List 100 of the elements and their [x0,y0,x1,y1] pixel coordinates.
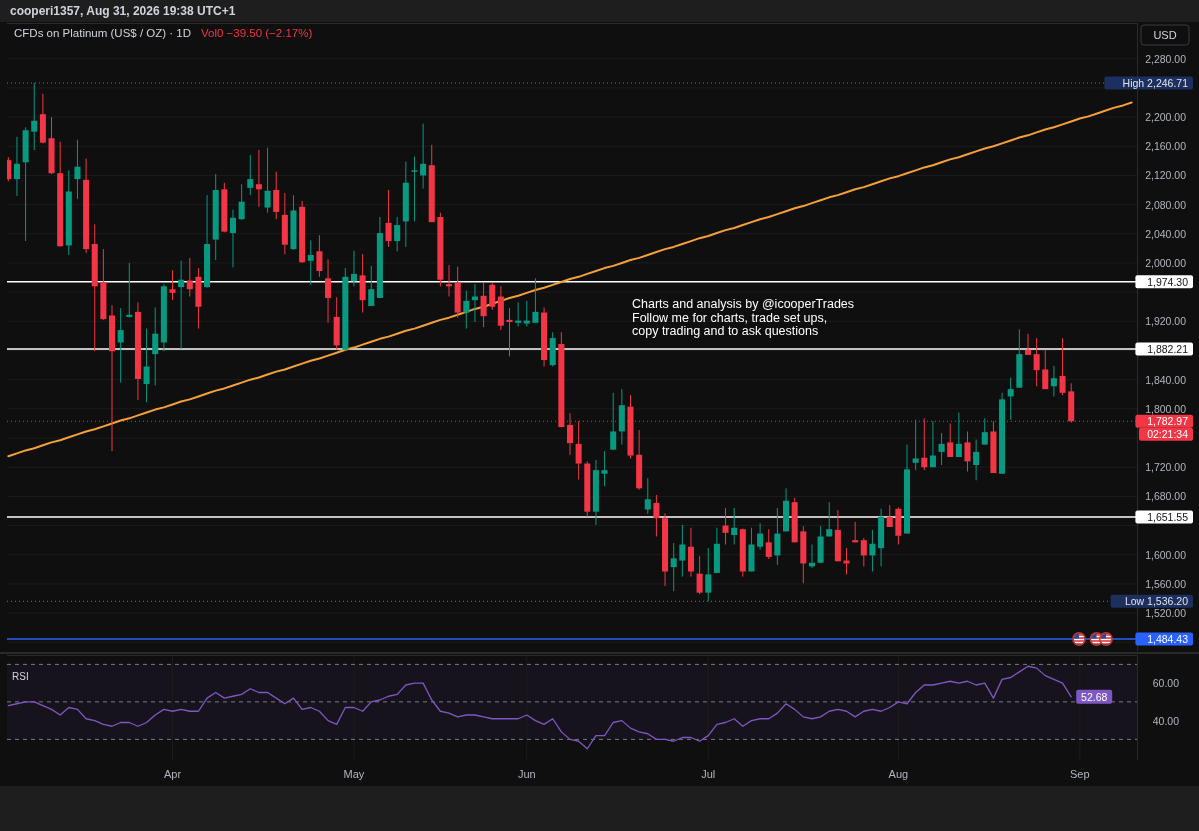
candlestick [1059,337,1066,396]
x-tick-label: Apr [163,768,182,780]
candlestick [126,262,133,319]
y-tick-label: 1,800.00 [1145,402,1187,415]
y-axis-title: USD [1153,29,1177,41]
candlestick [264,147,271,214]
candlestick [1042,349,1049,390]
candlestick [247,154,254,196]
candlestick [1024,333,1032,356]
candlestick [229,209,237,268]
candlestick [1033,337,1040,387]
candlestick [489,282,496,311]
candlestick [325,258,332,324]
candlestick [610,392,617,451]
candlestick [350,250,357,287]
candlestick [506,307,513,357]
y-tick-label: 1,680.00 [1145,490,1187,503]
text: RSI [12,670,29,682]
ref-line-label: 1,974.30 [1147,275,1189,288]
candlestick [679,524,686,578]
ref-line-label: 1,782.97 [1147,415,1189,428]
candlestick [644,477,651,515]
candlestick [31,82,38,151]
candlestick [515,301,522,327]
ref-line-label: Low 1,536.20 [1124,595,1189,608]
candlestick [765,528,772,560]
candlestick [13,136,20,197]
candlestick [480,282,487,328]
candlestick [411,155,418,222]
candlestick [74,139,81,200]
x-tick-label: Jul [701,768,716,780]
candlestick [152,306,159,386]
candlestick [316,234,323,278]
y-tick-label: 2,160.00 [1145,140,1187,153]
candlestick [973,438,980,481]
candlestick [273,171,280,220]
y-tick-label: 60.00 [1152,677,1180,690]
candlestick [117,307,124,384]
y-tick-label: 40.00 [1152,714,1180,727]
candlestick [307,239,314,286]
candlestick [826,501,833,537]
ref-line-label: 1,882.21 [1147,342,1189,355]
candlestick [981,417,988,446]
annotation: Charts and analysis by @icooperTrades Follow me for charts, trade set ups, copy trading and to ask questions [632,297,855,338]
candlestick [722,507,729,546]
ref-line-label: 1,484.43 [1147,633,1189,646]
line-series [7,665,1072,750]
y-tick-label: 1,720.00 [1145,461,1187,474]
candlestick [1007,376,1014,421]
candlestick [774,507,781,566]
candlestick [1050,365,1057,397]
candlestick [143,328,150,403]
candlestick [653,494,660,537]
y-tick-label: 2,000.00 [1145,256,1187,269]
y-tick-label: 1,520.00 [1145,607,1187,620]
x-tick-label: Jun [517,768,536,780]
candlestick [955,411,962,458]
chart-title: CFDs on Platinum (US$ / OZ) · 1D [14,27,192,39]
y-tick-label: 2,120.00 [1145,169,1187,182]
candlestick [186,257,193,298]
y-tick-label: 2,200.00 [1145,111,1187,124]
x-tick-label: Sep [1070,768,1090,780]
chart-subtitle: Vol0 −39.50 (−2.17%) [201,27,313,39]
candlestick [705,547,712,602]
candlestick [757,522,764,551]
x-tick-label: May [343,768,365,780]
candlestick [964,430,971,473]
candlestick [869,529,876,572]
candlestick [731,507,738,546]
y-tick-label: 1,560.00 [1145,577,1187,590]
candlestick [385,189,392,248]
y-tick-label: 1,600.00 [1145,548,1187,561]
candlestick [696,555,703,595]
candlestick [938,432,945,466]
y-tick-label: 2,080.00 [1145,198,1187,211]
data-label: 52.68 [1081,690,1108,703]
text: cooperi1357, Aug 31, 2026 19:38 UTC+1 [10,4,236,18]
candlestick [532,277,539,324]
candlestick [670,542,677,592]
candlestick [463,290,470,330]
text: 02:21:34 [1147,428,1189,441]
x-tick-label: Aug [888,768,909,780]
candlestick [368,265,375,307]
candlestick [255,149,262,208]
candlestick [394,216,401,252]
candlestick [169,269,176,301]
candlestick [238,183,245,221]
candlestick [947,422,954,458]
candlestick [446,264,453,298]
y-tick-label: 1,840.00 [1145,373,1187,386]
candlestick [601,450,608,487]
candlestick [420,123,427,190]
y-tick-label: 1,920.00 [1145,315,1187,328]
candlestick [912,419,919,471]
y-tick-label: 2,040.00 [1145,227,1187,240]
ref-line-label: 1,651.55 [1147,511,1189,524]
y-tick-label: 2,280.00 [1145,52,1187,65]
candlestick [7,156,12,182]
candlestick [860,537,867,567]
line-series [7,101,1133,458]
